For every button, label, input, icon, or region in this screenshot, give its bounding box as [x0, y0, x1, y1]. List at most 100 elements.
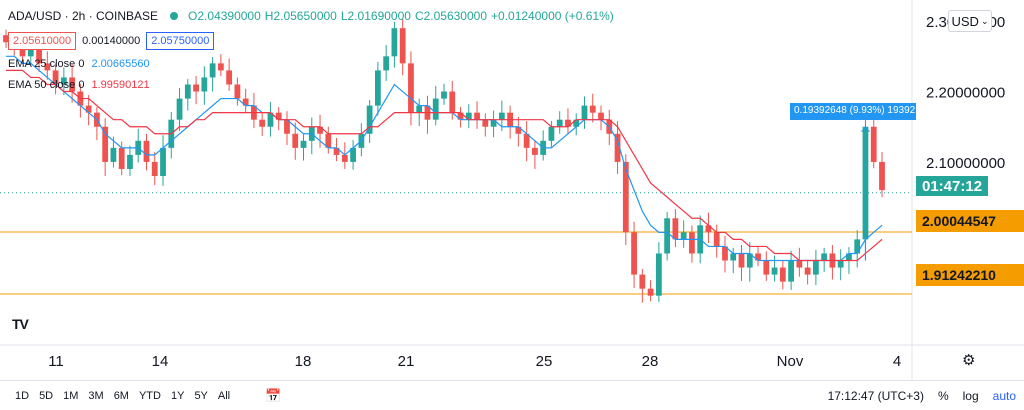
candle-body [573, 119, 580, 127]
ema25-label: EMA 25 close 0 [8, 58, 85, 70]
sell-price-button[interactable]: 2.05610000 [8, 32, 77, 50]
price-tick-label: 2.10000000 [926, 155, 1005, 172]
timeframe-all[interactable]: All [217, 389, 231, 402]
candle-body [622, 161, 629, 233]
candle-body [60, 77, 67, 85]
candle-body [292, 133, 299, 148]
candle-body [44, 63, 51, 71]
candle-body [837, 260, 844, 268]
candle-body [275, 112, 282, 120]
candle-body [399, 28, 406, 64]
candle-body [556, 119, 563, 127]
candle-body [374, 70, 381, 106]
candle-body [474, 112, 480, 120]
market-status-icon [170, 12, 179, 20]
timeframe-1y[interactable]: 1Y [170, 389, 185, 402]
bottom-right-controls: 17:12:47 (UTC+3) % log auto [828, 381, 1016, 410]
level-upper-label: 2.00044547 [916, 210, 1024, 232]
auto-toggle[interactable]: auto [992, 389, 1016, 403]
change-value: +0.01240000 (+0.61%) [491, 9, 614, 23]
candle-body [631, 232, 637, 275]
candle-body [490, 119, 497, 127]
spread-value: 0.00140000 [82, 35, 141, 47]
timeframe-6m[interactable]: 6M [113, 389, 129, 402]
candle-body [284, 119, 290, 134]
candle-body [738, 253, 745, 268]
timeframe-3m[interactable]: 3M [88, 389, 104, 402]
candle-body [110, 147, 117, 162]
buy-price-button[interactable]: 2.05750000 [146, 32, 215, 50]
candle-body [730, 253, 737, 261]
candle-body [432, 98, 439, 120]
bottom-toolbar: 1D 5D 1M 3M 6M YTD 1Y 5Y All 📅 17:12:47 (UTC+3) … [0, 380, 1024, 410]
candle-body [581, 105, 588, 120]
symbol-legend: ADA/USD · 2h · COINBASE O2.04390000 H2.0… [8, 9, 614, 23]
timeframe-5y[interactable]: 5Y [194, 389, 208, 402]
candle-body [755, 253, 761, 261]
candle-body [614, 133, 621, 162]
time-tick-label: 18 [295, 353, 312, 370]
candle-body [366, 105, 373, 134]
time-tick-label: 21 [398, 353, 415, 370]
candle-body [408, 63, 414, 113]
candle-body [763, 260, 770, 275]
candle-body [143, 140, 150, 162]
candle-body [598, 112, 604, 120]
candle-body [680, 232, 687, 240]
candle-body [548, 126, 555, 141]
candle-body [788, 260, 794, 282]
timeframe-ytd[interactable]: YTD [138, 389, 161, 402]
candle-body [416, 105, 423, 113]
percent-toggle[interactable]: % [937, 389, 949, 403]
price-tick-label: 2.20000000 [926, 85, 1005, 102]
candle-body [482, 119, 489, 127]
ema25-legend[interactable]: EMA 25 close 0 2.00665560 [8, 58, 150, 70]
measure-arrowhead [861, 125, 870, 133]
time-tick-label: Nov [777, 353, 804, 370]
candle-body [209, 63, 216, 78]
candle-body [639, 274, 646, 289]
candle-body [19, 49, 26, 57]
timeframe-1m[interactable]: 1M [63, 389, 79, 402]
ema50-legend[interactable]: EMA 50 close 0 1.99590121 [8, 79, 150, 91]
candle-body [515, 126, 522, 134]
candle-body [151, 161, 158, 177]
timeframe-5d[interactable]: 5D [39, 389, 54, 402]
candle-body [201, 77, 208, 92]
ema50-line [6, 69, 883, 262]
candle-body [779, 267, 786, 282]
candle-body [217, 63, 224, 71]
symbol-title[interactable]: ADA/USD · 2h · COINBASE [8, 9, 159, 23]
candle-body [879, 161, 885, 191]
candle-body [333, 147, 340, 155]
log-toggle[interactable]: log [962, 389, 979, 403]
timeframe-list: 1D 5D 1M 3M 6M YTD 1Y 5Y All [10, 390, 235, 402]
candle-body [664, 218, 671, 254]
candle-body [465, 112, 472, 120]
chevron-down-icon: ⌄ [980, 15, 989, 26]
candle-body [846, 253, 852, 261]
candle-body [498, 112, 505, 120]
open-value: O2.04390000 [188, 9, 261, 23]
countdown-label: 01:47:12 [916, 176, 989, 196]
candle-body [85, 105, 92, 113]
currency-label: USD [951, 13, 979, 29]
candle-body [350, 147, 356, 162]
candle-body [341, 154, 348, 162]
candle-body [449, 91, 456, 113]
timeframe-1d[interactable]: 1D [15, 389, 30, 402]
tradingview-logo[interactable]: TV [12, 316, 29, 332]
time-tick-label: 28 [642, 353, 659, 370]
currency-select[interactable]: USD ⌄ [948, 10, 992, 32]
candle-body [160, 147, 166, 177]
date-range-icon[interactable]: 📅 [265, 387, 282, 403]
candle-body [523, 133, 530, 148]
candle-body [812, 260, 819, 275]
clock-time[interactable]: 17:12:47 (UTC+3) [827, 389, 924, 403]
gear-icon[interactable]: ⚙ [962, 352, 976, 369]
close-value: C2.05630000 [414, 9, 488, 23]
candle-body [796, 260, 803, 268]
candle-body [870, 126, 877, 162]
